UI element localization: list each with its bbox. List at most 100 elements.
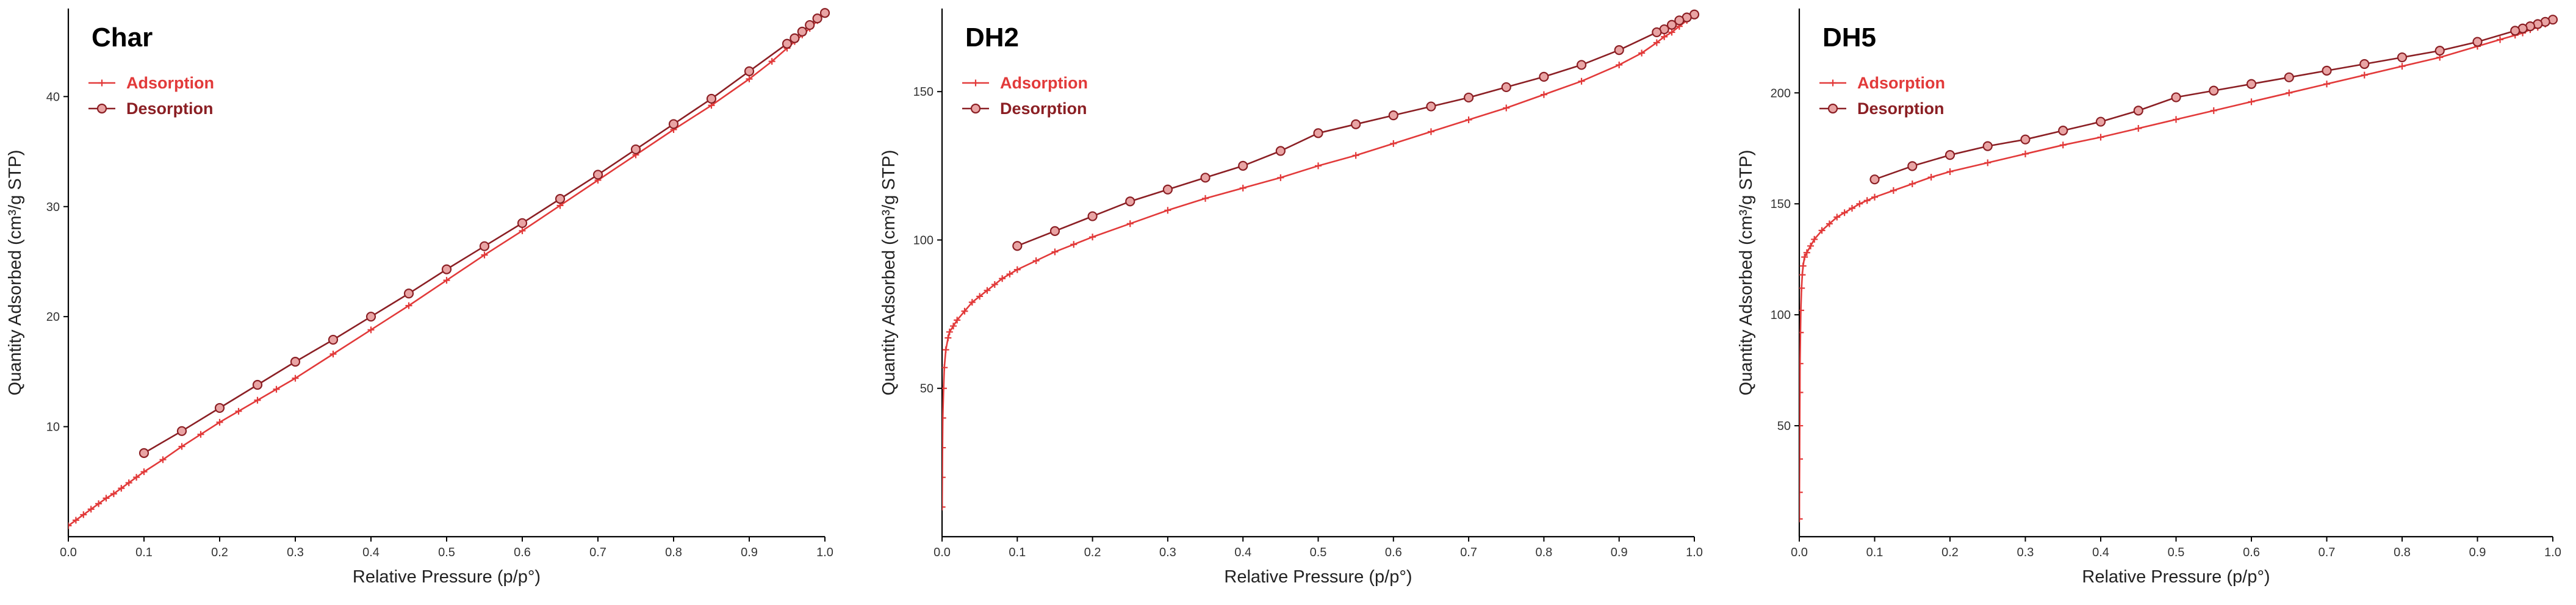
data-point-desorption: [517, 218, 528, 228]
x-tick-label: 0.3: [1159, 546, 1176, 559]
data-point-adsorption: [984, 287, 991, 294]
chart-svg: 0.0 0.1 0.2 0.3 0.4 0.5 0.6 0.7 0.8 0.9 1.0 10 20 30 4…: [5, 8, 833, 587]
chart-panel-dh2: 0.0 0.1 0.2 0.3 0.4 0.5 0.6 0.7 0.8 0.9 1.0 50 100 15…: [858, 0, 1717, 605]
legend-adsorption-marker: [98, 79, 106, 87]
data-point-adsorption: [1799, 360, 1804, 367]
data-point-adsorption: [2173, 116, 2179, 123]
data-point-adsorption: [118, 485, 125, 492]
data-point-desorption: [2472, 37, 2483, 47]
data-point-adsorption: [949, 323, 957, 330]
data-point-desorption: [479, 241, 490, 251]
data-point-desorption: [1275, 146, 1286, 156]
data-point-adsorption: [2361, 71, 2368, 79]
data-point-adsorption: [1799, 262, 1807, 270]
legend-desorption-marker: [96, 103, 107, 114]
data-point-adsorption: [1799, 284, 1805, 292]
chart-svg: 0.0 0.1 0.2 0.3 0.4 0.5 0.6 0.7 0.8 0.9 1.0 50 100 15…: [1736, 9, 2561, 587]
data-point-desorption: [1125, 196, 1135, 207]
data-point-adsorption: [235, 407, 242, 415]
data-point-desorption: [2359, 59, 2370, 70]
data-point-desorption: [328, 334, 339, 345]
data-point-adsorption: [1638, 49, 1646, 57]
data-point-adsorption: [2022, 150, 2029, 157]
chart-title: DH5: [1822, 23, 1876, 52]
y-tick-label: 200: [1771, 87, 1791, 100]
series-line-desorption: [143, 12, 826, 454]
data-point-desorption: [1049, 226, 1060, 236]
data-point-adsorption: [1668, 29, 1675, 36]
y-tick-label: 100: [1771, 309, 1791, 322]
data-point-desorption: [252, 379, 263, 390]
data-point-adsorption: [2286, 89, 2293, 96]
data-point-desorption: [2246, 79, 2257, 89]
x-tick-label: 0.2: [211, 546, 228, 559]
data-point-adsorption: [946, 328, 953, 335]
x-tick-label: 0.4: [1234, 546, 1251, 559]
data-point-desorption: [1463, 92, 1474, 103]
legend-label-desorption: Desorption: [1000, 99, 1087, 118]
data-point-adsorption: [1803, 249, 1810, 256]
data-point-desorption: [555, 194, 566, 204]
data-area: [942, 9, 1700, 510]
y-tick-label: 20: [46, 310, 60, 324]
data-point-desorption: [1576, 60, 1587, 70]
y-axis-title: Quantity Adsorbed (cm³/g STP): [879, 150, 899, 396]
data-point-desorption: [1238, 160, 1248, 171]
data-point-adsorption: [1006, 270, 1013, 277]
x-tick-label: 0.8: [665, 546, 682, 559]
data-point-adsorption: [1390, 140, 1397, 147]
data-point-adsorption: [1833, 213, 1841, 221]
data-point-desorption: [1313, 128, 1323, 138]
data-point-adsorption: [746, 75, 753, 82]
data-point-adsorption: [976, 293, 984, 300]
data-point-adsorption: [72, 517, 79, 524]
chart-svg: 0.0 0.1 0.2 0.3 0.4 0.5 0.6 0.7 0.8 0.9 1.0 50 100 15…: [879, 9, 1703, 587]
x-tick-label: 0.6: [2243, 546, 2260, 559]
data-point-adsorption: [1661, 33, 1668, 40]
data-point-adsorption: [159, 456, 167, 464]
y-tick-label: 50: [1777, 420, 1791, 433]
data-point-adsorption: [942, 385, 947, 392]
x-tick-label: 1.0: [816, 546, 833, 559]
legend-adsorption-marker: [1829, 79, 1837, 87]
data-point-adsorption: [481, 251, 488, 259]
series-line-adsorption: [68, 12, 826, 527]
data-point-adsorption: [2398, 63, 2406, 70]
x-tick-label: 0.0: [60, 546, 77, 559]
data-point-desorption: [214, 403, 225, 413]
x-tick-label: 0.1: [1866, 546, 1883, 559]
series-line-desorption: [1016, 13, 1695, 247]
data-point-adsorption: [125, 479, 132, 487]
data-point-adsorption: [216, 418, 223, 426]
data-point-adsorption: [197, 431, 204, 438]
data-point-adsorption: [1616, 61, 1623, 68]
data-point-adsorption: [968, 299, 976, 306]
data-point-adsorption: [405, 302, 412, 309]
data-point-adsorption: [178, 443, 185, 450]
data-point-adsorption: [1856, 200, 1863, 207]
data-point-adsorption: [1799, 456, 1803, 463]
data-point-adsorption: [443, 277, 450, 284]
data-point-desorption: [790, 33, 800, 43]
data-area: [68, 8, 830, 529]
data-point-desorption: [2171, 92, 2181, 102]
data-point-adsorption: [1799, 489, 1803, 496]
y-tick-label: 50: [920, 382, 934, 396]
data-point-desorption: [2209, 85, 2219, 96]
data-point-adsorption: [1013, 266, 1021, 273]
x-tick-label: 1.0: [2544, 546, 2561, 559]
chart-panel-dh5: 0.0 0.1 0.2 0.3 0.4 0.5 0.6 0.7 0.8 0.9 1.0 50 100 15…: [1717, 0, 2575, 605]
chart-title: DH2: [965, 23, 1019, 52]
data-point-adsorption: [1799, 422, 1804, 429]
data-point-adsorption: [2210, 107, 2217, 114]
x-tick-label: 1.0: [1686, 546, 1703, 559]
data-point-adsorption: [1126, 220, 1134, 227]
data-point-desorption: [782, 38, 793, 49]
data-point-adsorption: [1863, 197, 1871, 204]
data-point-adsorption: [1164, 207, 1171, 214]
data-point-adsorption: [1799, 307, 1804, 314]
x-tick-label: 0.5: [1310, 546, 1327, 559]
data-point-adsorption: [95, 500, 103, 507]
data-point-adsorption: [110, 490, 117, 498]
data-point-desorption: [176, 426, 187, 436]
